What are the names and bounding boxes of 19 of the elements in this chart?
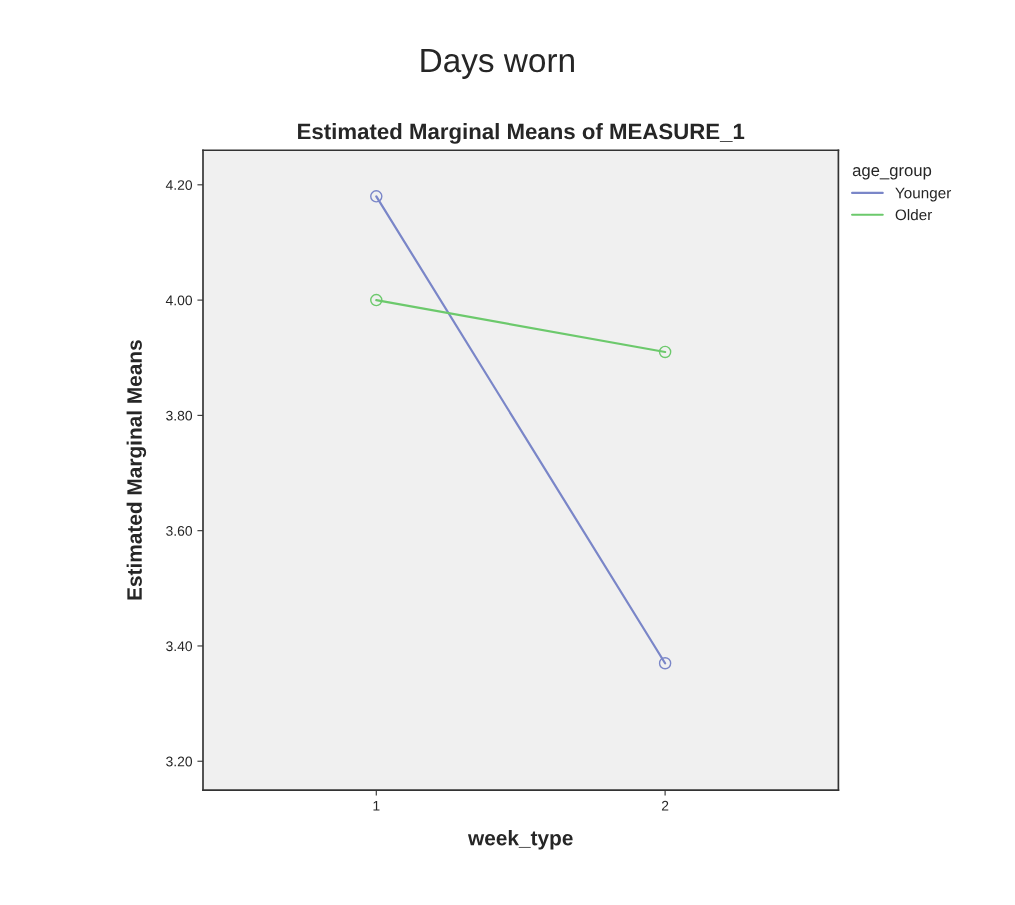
chart-subtitle: Estimated Marginal Means of MEASURE_1	[298, 123, 745, 144]
legend-label: Older	[895, 209, 933, 221]
chart-title: Days worn	[421, 49, 574, 79]
x-axis-title: week_type	[467, 830, 573, 850]
y-tick-label: 4.00	[165, 295, 193, 306]
y-tick-label: 3.60	[166, 526, 193, 536]
y-tick-label: 4.20	[165, 180, 193, 190]
y-axis-title: Estimated Marginal Means	[126, 340, 147, 600]
y-tick-label: 3.40	[166, 641, 193, 652]
x-tick-label: 1	[373, 800, 380, 811]
point	[370, 293, 383, 307]
legend-label: Younger	[895, 187, 952, 202]
y-tick-label: 3.80	[166, 410, 193, 421]
point	[658, 345, 672, 359]
point	[370, 190, 383, 203]
x-tick-label: 2	[661, 800, 669, 811]
legend-title: age_group	[852, 167, 932, 180]
y-tick-label: 3.20	[166, 756, 193, 767]
point	[658, 657, 672, 670]
